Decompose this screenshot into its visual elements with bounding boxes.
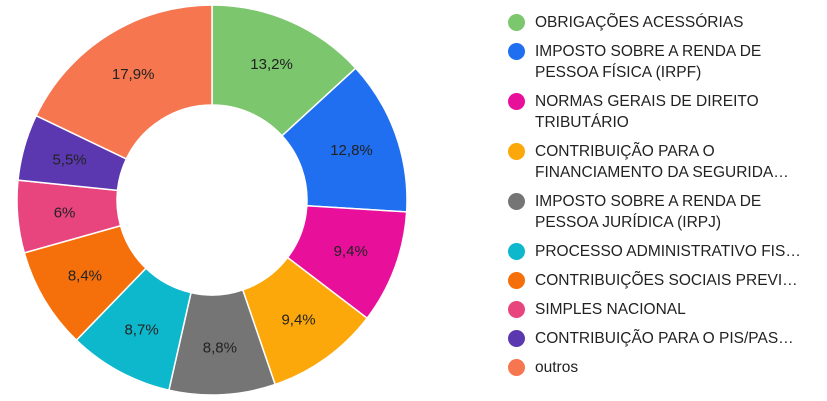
legend-swatch xyxy=(508,301,525,318)
donut-plot: 13,2% 12,8% 9,4% 9,4% 8,8% 8,7% 8,4% 6% 5,5% 17,9… xyxy=(16,4,408,396)
legend-label: outros xyxy=(535,359,579,376)
slice-value-label: 8,4% xyxy=(68,267,102,284)
donut-slice xyxy=(35,4,213,160)
legend-item: NORMAS GERAIS DE DIREITO TRIBUTÁRIO xyxy=(508,91,824,133)
legend-item: OBRIGAÇÕES ACESSÓRIAS xyxy=(508,12,824,33)
legend-swatch xyxy=(508,272,525,289)
legend-swatch xyxy=(508,14,525,31)
legend-label: CONTRIBUIÇÃO PARA O FINANCIAMENTO DA SEG… xyxy=(535,143,789,181)
legend-label: SIMPLES NACIONAL xyxy=(535,301,686,318)
slice-value-label: 5,5% xyxy=(52,151,86,168)
legend-swatch xyxy=(508,330,525,347)
legend-item: CONTRIBUIÇÃO PARA O FINANCIAMENTO DA SEG… xyxy=(508,141,824,183)
legend-label: PROCESSO ADMINISTRATIVO FIS… xyxy=(535,243,801,260)
legend-label: CONTRIBUIÇÃO PARA O PIS/PAS… xyxy=(535,330,794,347)
legend-label: OBRIGAÇÕES ACESSÓRIAS xyxy=(535,14,744,31)
slices-group xyxy=(16,4,408,396)
slice-value-label: 17,9% xyxy=(112,66,155,83)
slice-value-label: 12,8% xyxy=(330,142,373,159)
legend-item: IMPOSTO SOBRE A RENDA DE PESSOA JURÍDICA… xyxy=(508,191,824,233)
legend-swatch xyxy=(508,243,525,260)
legend-swatch xyxy=(508,359,525,376)
legend-swatch xyxy=(508,143,525,160)
legend-swatch xyxy=(508,43,525,60)
legend-swatch xyxy=(508,193,525,210)
legend-item: outros xyxy=(508,357,824,378)
legend-item: SIMPLES NACIONAL xyxy=(508,299,824,320)
slice-value-label: 8,8% xyxy=(203,339,237,356)
legend-item: IMPOSTO SOBRE A RENDA DE PESSOA FÍSICA (… xyxy=(508,41,824,83)
legend-swatch xyxy=(508,93,525,110)
legend-item: PROCESSO ADMINISTRATIVO FIS… xyxy=(508,241,824,262)
legend-item: CONTRIBUIÇÃO PARA O PIS/PAS… xyxy=(508,328,824,349)
legend-label: NORMAS GERAIS DE DIREITO TRIBUTÁRIO xyxy=(535,93,759,131)
legend-label: IMPOSTO SOBRE A RENDA DE PESSOA FÍSICA (… xyxy=(535,43,762,81)
slice-value-label: 8,7% xyxy=(124,322,158,339)
slice-labels-group: 13,2% 12,8% 9,4% 9,4% 8,8% 8,7% 8,4% 6% 5,5% 17,9… xyxy=(52,56,372,356)
slice-value-label: 9,4% xyxy=(281,312,315,329)
legend-label: CONTRIBUIÇÕES SOCIAIS PREVI… xyxy=(535,272,798,289)
legend-item: CONTRIBUIÇÕES SOCIAIS PREVI… xyxy=(508,270,824,291)
legend-label: IMPOSTO SOBRE A RENDA DE PESSOA JURÍDICA… xyxy=(535,193,762,231)
slice-value-label: 6% xyxy=(54,204,76,221)
legend: OBRIGAÇÕES ACESSÓRIAS IMPOSTO SOBRE A REN… xyxy=(508,12,824,386)
slice-value-label: 13,2% xyxy=(250,56,293,73)
slice-value-label: 9,4% xyxy=(334,243,368,260)
